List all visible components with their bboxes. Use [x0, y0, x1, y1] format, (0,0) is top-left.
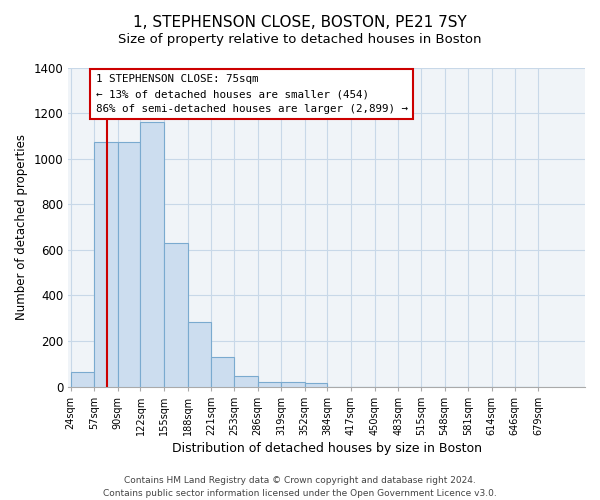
Bar [305, 383, 328, 386]
Text: Contains HM Land Registry data © Crown copyright and database right 2024.
Contai: Contains HM Land Registry data © Crown c… [103, 476, 497, 498]
Bar [188, 322, 211, 386]
Bar [140, 122, 164, 386]
Bar [94, 142, 118, 386]
Y-axis label: Number of detached properties: Number of detached properties [15, 134, 28, 320]
Bar [164, 243, 188, 386]
Text: Size of property relative to detached houses in Boston: Size of property relative to detached ho… [118, 32, 482, 46]
X-axis label: Distribution of detached houses by size in Boston: Distribution of detached houses by size … [172, 442, 482, 455]
Text: 1 STEPHENSON CLOSE: 75sqm
← 13% of detached houses are smaller (454)
86% of semi: 1 STEPHENSON CLOSE: 75sqm ← 13% of detac… [95, 74, 407, 114]
Bar [257, 382, 281, 386]
Bar [281, 382, 305, 386]
Bar [211, 357, 234, 386]
Bar [71, 372, 94, 386]
Text: 1, STEPHENSON CLOSE, BOSTON, PE21 7SY: 1, STEPHENSON CLOSE, BOSTON, PE21 7SY [133, 15, 467, 30]
Bar [234, 376, 257, 386]
Bar [118, 142, 140, 386]
